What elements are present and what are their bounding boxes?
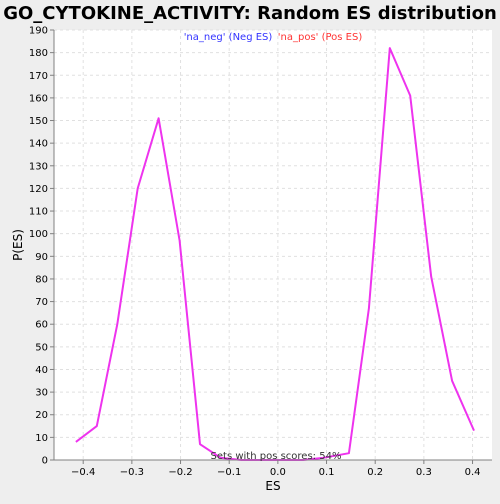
chart-title: GO_CYTOKINE_ACTIVITY: Random ES distribu… <box>3 3 497 24</box>
x-tick-label: 0.4 <box>465 467 481 478</box>
x-tick-label: 0.3 <box>416 467 432 478</box>
y-tick-label: 130 <box>29 161 48 172</box>
y-tick-label: 40 <box>35 365 48 376</box>
x-tick-label: −0.4 <box>71 467 95 478</box>
y-tick-label: 30 <box>35 388 48 399</box>
x-tick-label: −0.2 <box>168 467 192 478</box>
y-tick-label: 10 <box>35 433 48 444</box>
y-ticks: 0 10 20 30 40 50 60 70 80 90 100 110 120 130 140 150 160… <box>29 26 54 467</box>
y-axis-label: P(ES) <box>11 229 25 261</box>
x-tick-label: −0.3 <box>120 467 144 478</box>
legend-pos: 'na_pos' (Pos ES) <box>278 32 363 43</box>
x-tick-label: 0.0 <box>270 467 286 478</box>
legend-neg: 'na_neg' (Neg ES) <box>184 32 273 43</box>
y-tick-label: 70 <box>35 297 48 308</box>
x-tick-label: 0.1 <box>319 467 335 478</box>
y-tick-label: 100 <box>29 229 48 240</box>
x-ticks: −0.4 −0.3 −0.2 −0.1 0.0 0.1 0.2 0.3 0.4 <box>71 460 480 478</box>
y-tick-label: 60 <box>35 320 48 331</box>
y-tick-label: 160 <box>29 93 48 104</box>
x-axis-label: ES <box>265 479 280 493</box>
y-tick-label: 170 <box>29 71 48 82</box>
x-tick-label: 0.2 <box>367 467 383 478</box>
y-tick-label: 90 <box>35 252 48 263</box>
y-tick-label: 190 <box>29 26 48 37</box>
y-tick-label: 110 <box>29 207 48 218</box>
annotation: Sets with pos scores: 54% <box>211 451 342 462</box>
y-tick-label: 150 <box>29 116 48 127</box>
y-tick-label: 180 <box>29 48 48 59</box>
y-tick-label: 0 <box>42 456 48 467</box>
y-tick-label: 20 <box>35 410 48 421</box>
plot-area <box>54 30 492 460</box>
y-tick-label: 140 <box>29 139 48 150</box>
x-tick-label: −0.1 <box>217 467 241 478</box>
y-tick-label: 50 <box>35 342 48 353</box>
y-tick-label: 80 <box>35 274 48 285</box>
y-tick-label: 120 <box>29 184 48 195</box>
